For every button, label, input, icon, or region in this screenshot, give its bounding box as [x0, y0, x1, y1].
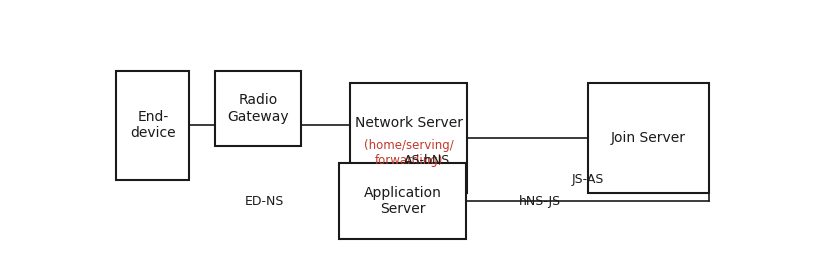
Text: Radio
Gateway: Radio Gateway: [228, 93, 289, 124]
Text: hNS-JS: hNS-JS: [519, 195, 561, 208]
Text: ED-NS: ED-NS: [245, 195, 284, 208]
Bar: [350, 83, 468, 192]
Text: AS-hNS: AS-hNS: [404, 155, 450, 168]
Bar: [116, 71, 189, 180]
Text: (home/serving/
forwarding): (home/serving/ forwarding): [364, 139, 454, 167]
Text: Application
Server: Application Server: [364, 186, 441, 216]
Text: Join Server: Join Server: [611, 131, 686, 145]
Bar: [339, 163, 466, 239]
Text: End-
device: End- device: [130, 110, 175, 140]
Text: Network Server: Network Server: [355, 116, 463, 130]
Bar: [588, 83, 708, 192]
Text: JS-AS: JS-AS: [572, 173, 604, 186]
Bar: [215, 71, 301, 146]
